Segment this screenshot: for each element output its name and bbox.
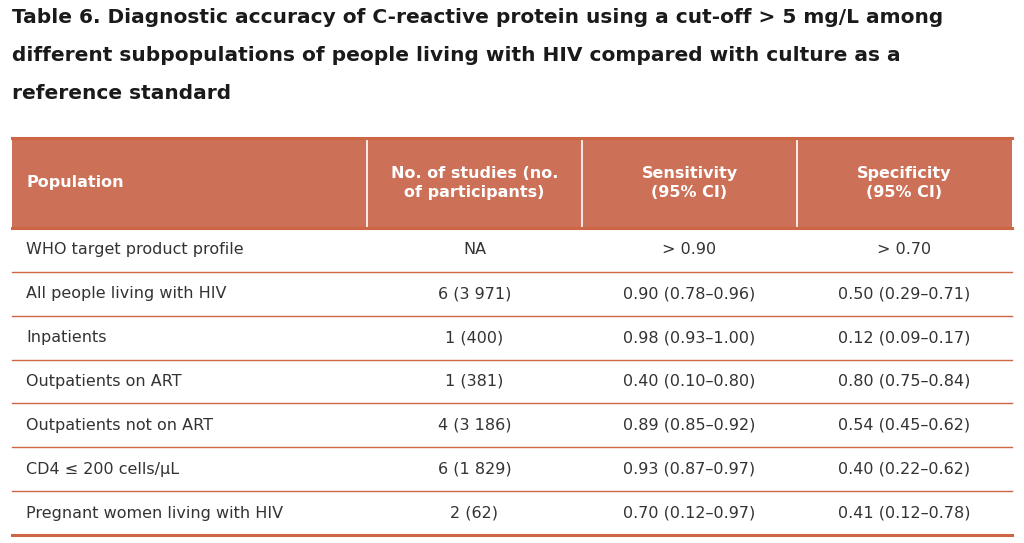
Text: CD4 ≤ 200 cells/µL: CD4 ≤ 200 cells/µL: [26, 462, 179, 477]
Text: 2 (62): 2 (62): [451, 506, 499, 521]
Text: Outpatients not on ART: Outpatients not on ART: [26, 418, 213, 433]
Text: 1 (381): 1 (381): [445, 374, 504, 389]
Text: 0.70 (0.12–0.97): 0.70 (0.12–0.97): [624, 506, 756, 521]
Text: 6 (3 971): 6 (3 971): [438, 286, 511, 301]
Text: NA: NA: [463, 242, 486, 257]
Text: 0.50 (0.29–0.71): 0.50 (0.29–0.71): [839, 286, 971, 301]
Text: WHO target product profile: WHO target product profile: [26, 242, 244, 257]
Text: 0.93 (0.87–0.97): 0.93 (0.87–0.97): [624, 462, 756, 477]
Text: > 0.70: > 0.70: [878, 242, 932, 257]
Bar: [12, 138, 1012, 228]
Text: reference standard: reference standard: [12, 84, 231, 103]
Text: 0.12 (0.09–0.17): 0.12 (0.09–0.17): [839, 330, 971, 345]
Text: All people living with HIV: All people living with HIV: [26, 286, 226, 301]
Text: 4 (3 186): 4 (3 186): [437, 418, 511, 433]
Text: 0.80 (0.75–0.84): 0.80 (0.75–0.84): [839, 374, 971, 389]
Text: Outpatients on ART: Outpatients on ART: [26, 374, 181, 389]
Text: Pregnant women living with HIV: Pregnant women living with HIV: [26, 506, 283, 521]
Text: Specificity
(95% CI): Specificity (95% CI): [857, 166, 951, 200]
Text: Population: Population: [26, 175, 124, 191]
Text: 1 (400): 1 (400): [445, 330, 504, 345]
Text: 0.89 (0.85–0.92): 0.89 (0.85–0.92): [624, 418, 756, 433]
Text: 0.41 (0.12–0.78): 0.41 (0.12–0.78): [839, 506, 971, 521]
Text: > 0.90: > 0.90: [663, 242, 717, 257]
Text: 0.40 (0.22–0.62): 0.40 (0.22–0.62): [839, 462, 971, 477]
Text: different subpopulations of people living with HIV compared with culture as a: different subpopulations of people livin…: [12, 46, 901, 65]
Text: Inpatients: Inpatients: [26, 330, 106, 345]
Text: 6 (1 829): 6 (1 829): [437, 462, 511, 477]
Text: 0.54 (0.45–0.62): 0.54 (0.45–0.62): [839, 418, 971, 433]
Text: 0.40 (0.10–0.80): 0.40 (0.10–0.80): [624, 374, 756, 389]
Text: Table 6. Diagnostic accuracy of C-reactive protein using a cut-off > 5 mg/L amon: Table 6. Diagnostic accuracy of C-reacti…: [12, 8, 943, 27]
Text: 0.98 (0.93–1.00): 0.98 (0.93–1.00): [624, 330, 756, 345]
Text: Sensitivity
(95% CI): Sensitivity (95% CI): [641, 166, 737, 200]
Text: No. of studies (no.
of participants): No. of studies (no. of participants): [391, 166, 558, 200]
Text: 0.90 (0.78–0.96): 0.90 (0.78–0.96): [624, 286, 756, 301]
